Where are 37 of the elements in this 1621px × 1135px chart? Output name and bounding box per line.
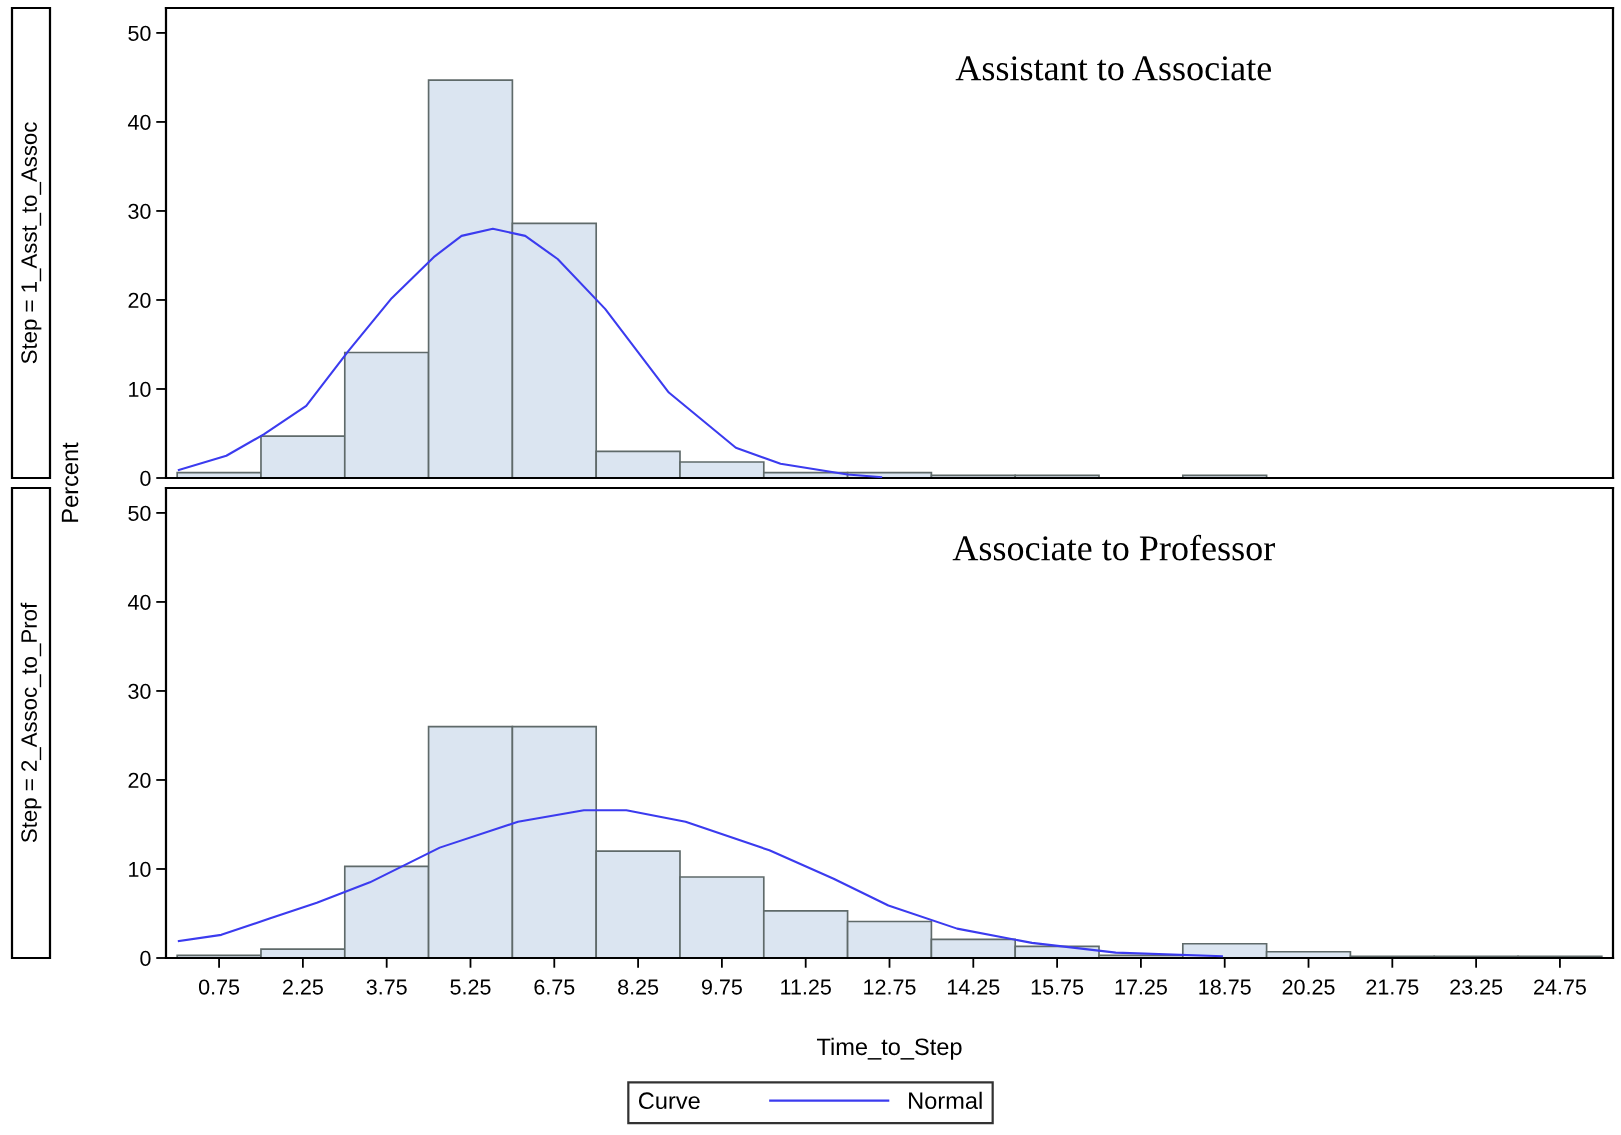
y-tick-label: 0 [140,470,151,487]
y-tick-label: 20 [128,772,151,788]
y-tick-label: 30 [128,683,151,699]
x-tick-label: 2.25 [283,979,323,995]
x-tick-label: 15.75 [1031,979,1084,995]
x-tick-label: 0.75 [198,979,240,995]
x-tick-label: 11.25 [781,979,831,995]
x-tick-label: 6.75 [534,979,575,995]
x-tick-label: 9.75 [701,979,742,995]
annotation: Associate to Professor [952,534,1275,561]
y-tick-label: 40 [127,594,151,610]
y-tick-label: 20 [128,292,151,308]
x-tick-label: 21.75 [1366,979,1419,995]
legend-title: Curve [638,1092,700,1110]
y-tick-label: 0 [140,950,151,967]
x-tick-label: 20.25 [1282,979,1335,995]
y-tick-label: 40 [127,114,151,130]
y-tick-label: 50 [128,505,151,521]
x-tick-label: 12.75 [864,979,916,995]
y-tick-label: 10 [129,381,151,397]
y-tick-label: 10 [129,861,151,877]
x-tick-label: 17.25 [1115,979,1167,995]
x-tick-label: 14.25 [948,979,1000,995]
x-tick-label: 23.25 [1450,979,1503,995]
y-tick-label: 30 [128,203,151,219]
y-tick-label: 50 [128,25,151,41]
x-tick-label: 18.75 [1199,979,1251,995]
annotation: Assistant to Associate [955,56,1272,81]
x-tick-label: 24.75 [1534,979,1586,995]
text: Step = 2_Assoc_to_Prof [20,602,42,843]
legend-label: Normal [909,1091,982,1110]
y-axis-title: Percent [61,442,79,522]
x-tick-label: 3.75 [366,979,407,995]
x-tick-label: 8.25 [618,979,659,995]
x-tick-label: 5.25 [450,979,491,995]
text: Step = 1_Asst_to_Assoc [21,122,42,364]
x-axis-title: Time_to_Step [816,1037,962,1060]
